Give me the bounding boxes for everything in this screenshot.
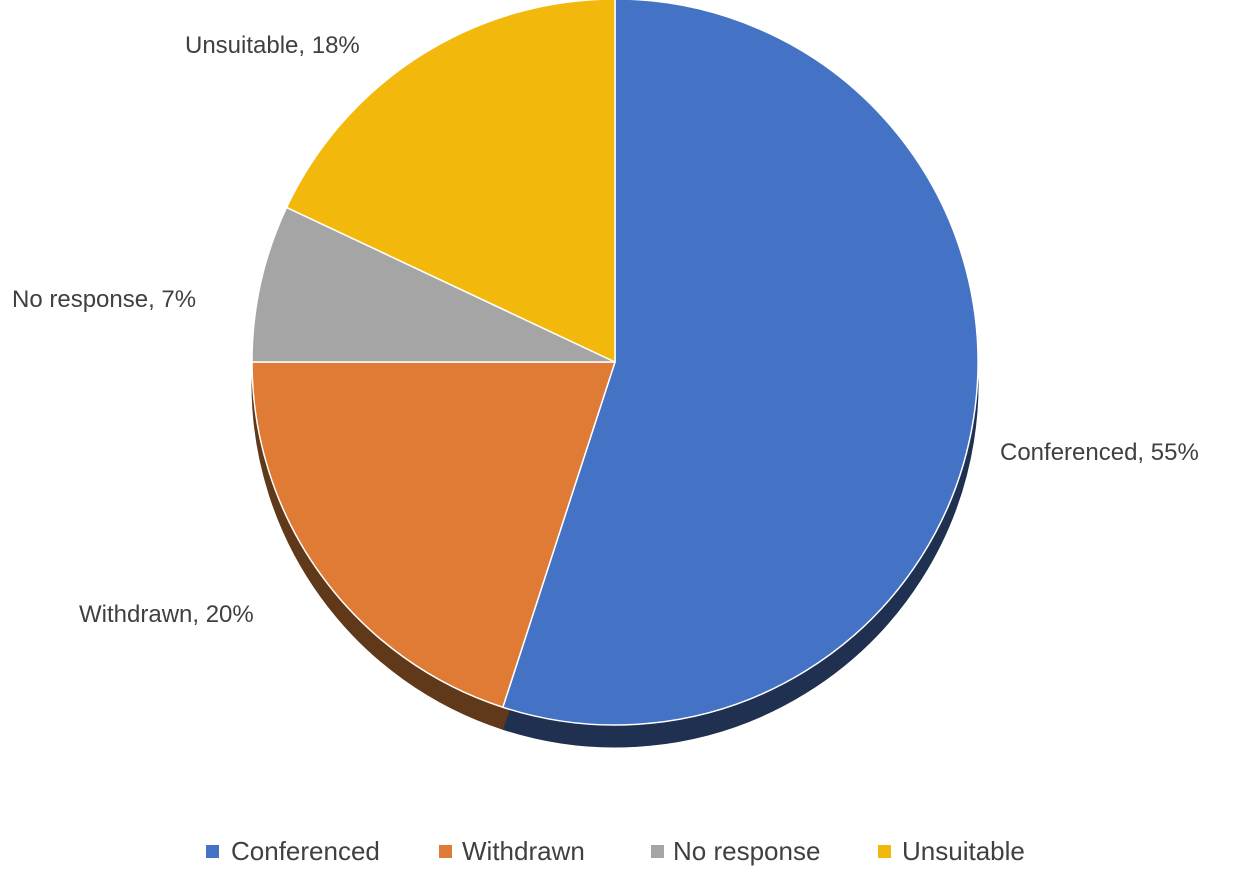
data-labels: Conferenced, 55% Withdrawn, 20% No respons… bbox=[12, 32, 1199, 628]
pie-slices bbox=[251, 0, 979, 726]
data-label-no-response: No response, 7% bbox=[12, 286, 196, 313]
legend-item-unsuitable: Unsuitable bbox=[878, 836, 1025, 866]
legend-swatch-no-response bbox=[651, 845, 664, 858]
legend-swatch-conferenced bbox=[206, 845, 219, 858]
legend-label-no-response: No response bbox=[673, 836, 820, 866]
legend-swatch-withdrawn bbox=[439, 845, 452, 858]
data-label-conferenced: Conferenced, 55% bbox=[1000, 439, 1199, 466]
data-label-unsuitable: Unsuitable, 18% bbox=[185, 32, 360, 59]
legend-item-no-response: No response bbox=[651, 836, 820, 866]
legend: Conferenced Withdrawn No response Unsuitabl… bbox=[206, 836, 1025, 866]
legend-label-withdrawn: Withdrawn bbox=[462, 836, 585, 866]
legend-item-conferenced: Conferenced bbox=[206, 836, 380, 866]
legend-label-unsuitable: Unsuitable bbox=[902, 836, 1025, 866]
data-label-withdrawn: Withdrawn, 20% bbox=[79, 601, 254, 628]
pie-slice-withdrawn bbox=[251, 361, 616, 708]
legend-label-conferenced: Conferenced bbox=[231, 836, 380, 866]
pie-slice-conferenced bbox=[502, 0, 979, 726]
pie-slice-no-response bbox=[251, 206, 616, 363]
legend-item-withdrawn: Withdrawn bbox=[439, 836, 585, 866]
pie-slice-unsuitable bbox=[285, 0, 616, 363]
legend-swatch-unsuitable bbox=[878, 845, 891, 858]
